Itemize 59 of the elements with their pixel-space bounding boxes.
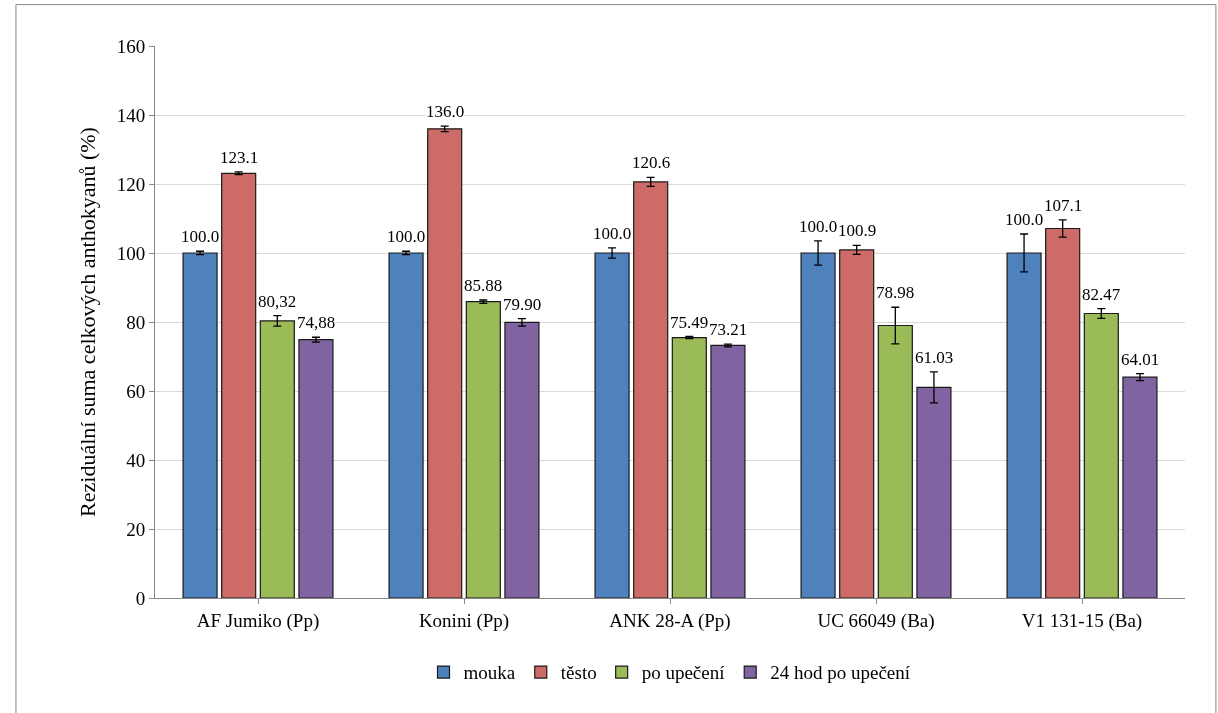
data-label: 64.01 [1121,350,1160,369]
x-tick-label: ANK 28-A (Pp) [609,609,731,632]
y-axis-title: Reziduální suma celkových anthokyanů (%) [74,127,100,517]
bar [916,386,952,598]
bar [877,324,913,598]
bar [182,252,218,598]
data-label: 75.49 [670,313,709,332]
legend-label: 24 hod po upečení [770,662,911,684]
y-tick-label: 60 [126,380,146,402]
bar [671,336,707,598]
x-tick-label: AF Jumiko (Pp) [196,609,320,632]
data-label: 78.98 [876,283,915,302]
bar [1122,376,1158,598]
bar [504,321,540,598]
data-label: 73.21 [709,320,748,339]
y-tick-label: 0 [135,587,146,609]
bar [1045,227,1081,598]
data-label: 107.1 [1044,196,1083,215]
legend-label: těsto [560,662,597,684]
y-tick-label: 100 [116,242,146,264]
y-tick-label: 20 [126,518,146,540]
legend-label: mouka [463,662,516,684]
bar [710,344,746,598]
y-tick-label: 140 [116,104,146,126]
data-label: 136.0 [426,102,465,121]
data-label: 100.0 [1005,210,1044,229]
bar [259,320,295,598]
data-label: 100.0 [593,224,632,243]
bar [800,252,836,598]
bar [388,252,424,598]
y-tick-label: 120 [116,173,146,195]
bar [465,301,501,598]
data-label: 100.0 [181,227,220,246]
y-tick-label: 80 [126,311,146,333]
data-label: 120.6 [632,153,671,172]
data-label: 100.0 [799,217,838,236]
data-label: 80,32 [258,292,297,311]
legend-label: po upečení [641,662,726,684]
data-label: 61.03 [915,348,954,367]
bar [221,172,257,598]
data-label: 79.90 [503,295,542,314]
bar [839,249,875,598]
bar [594,252,630,598]
data-label: 123.1 [220,148,259,167]
y-tick-label: 40 [126,449,146,471]
x-tick-label: UC 66049 (Ba) [817,609,935,632]
data-label: 74,88 [297,313,336,332]
bar [427,128,463,598]
data-label: 85.88 [464,276,503,295]
bar [1083,312,1119,598]
bar [1006,252,1042,598]
data-label: 100.9 [838,221,877,240]
bar [633,181,669,598]
data-label: 82.47 [1082,285,1121,304]
y-tick-label: 160 [116,35,146,57]
x-tick-label: Konini (Pp) [418,609,510,632]
data-label: 100.0 [387,227,426,246]
bar [298,339,334,598]
x-tick-label: V1 131-15 (Ba) [1021,609,1143,632]
